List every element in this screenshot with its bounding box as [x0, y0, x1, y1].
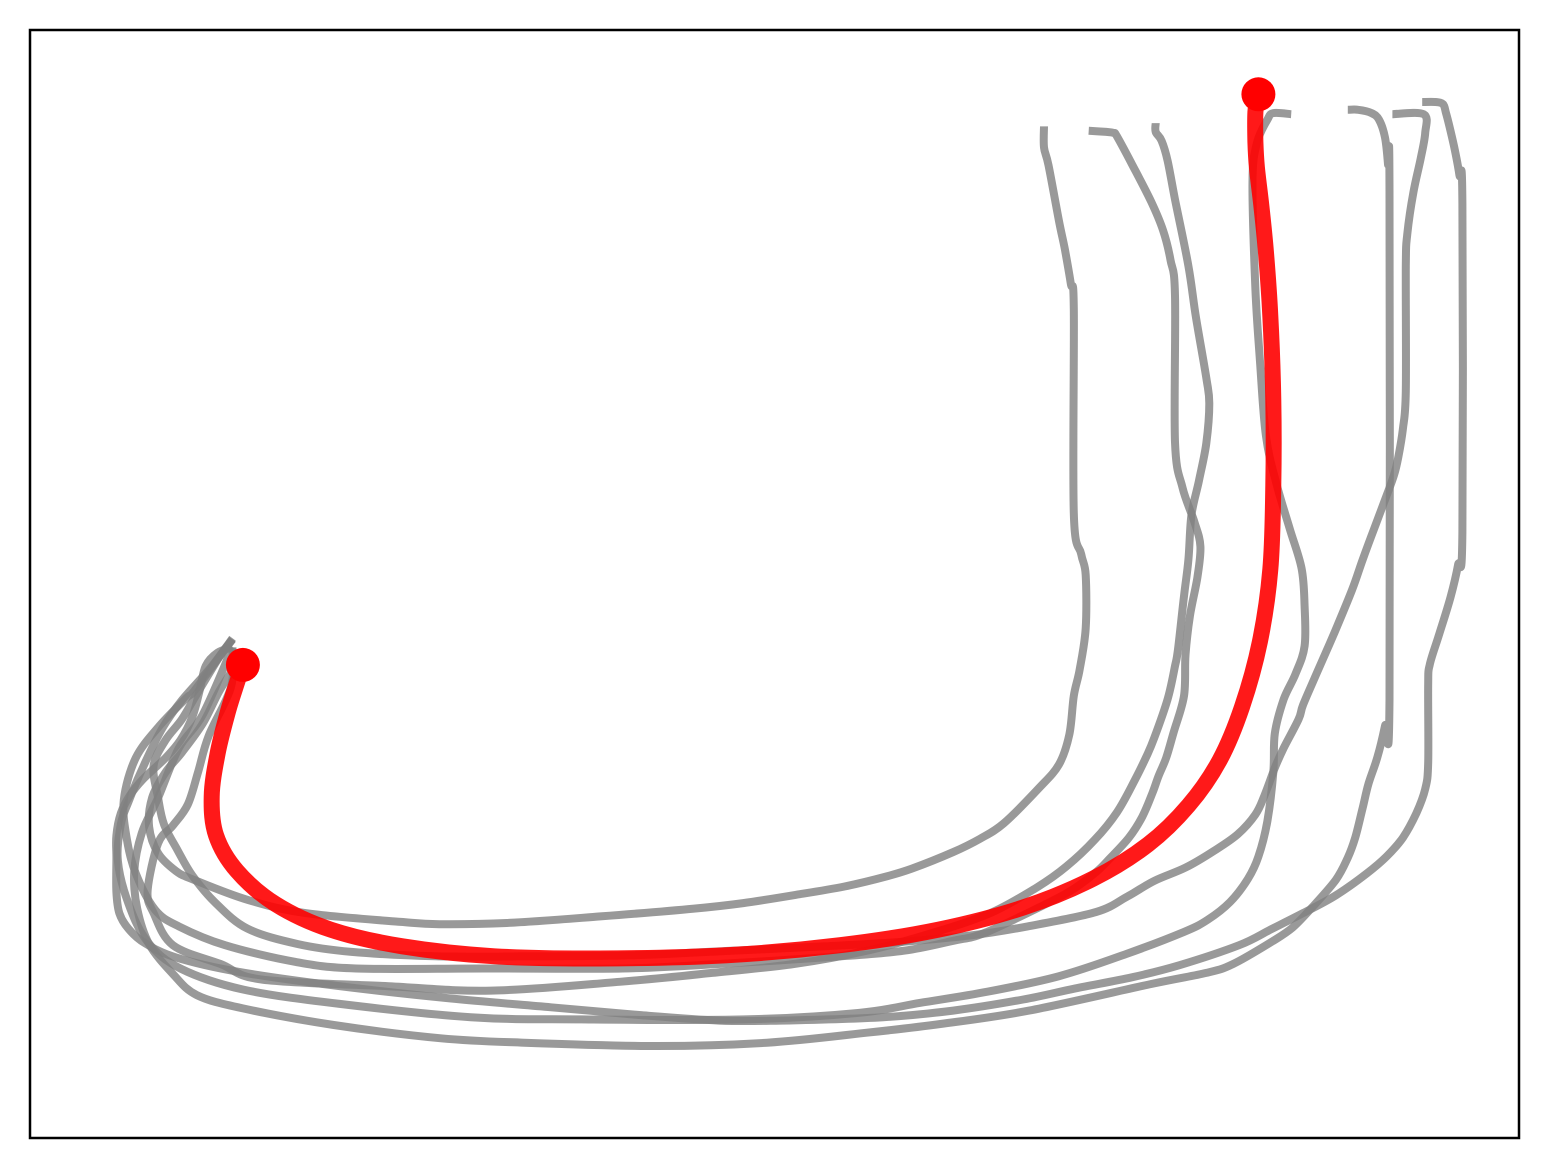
- trajectory-line-6: [149, 108, 1431, 961]
- trajectory-line-3: [143, 122, 1214, 995]
- highlight-trajectory: [203, 92, 1282, 967]
- highlight-series-line: [203, 92, 1282, 967]
- trajectory-line-4: [113, 108, 1310, 1025]
- endpoint-markers: [225, 77, 1276, 682]
- plot-frame: [28, 28, 1521, 1140]
- trajectory-line-2: [119, 126, 1205, 973]
- trajectory-line-5: [130, 105, 1394, 1050]
- start-point-marker: [225, 647, 260, 682]
- trajectory-line-7: [112, 97, 1467, 1026]
- end-point-marker: [1241, 77, 1276, 112]
- trajectory-line-1: [144, 126, 1091, 929]
